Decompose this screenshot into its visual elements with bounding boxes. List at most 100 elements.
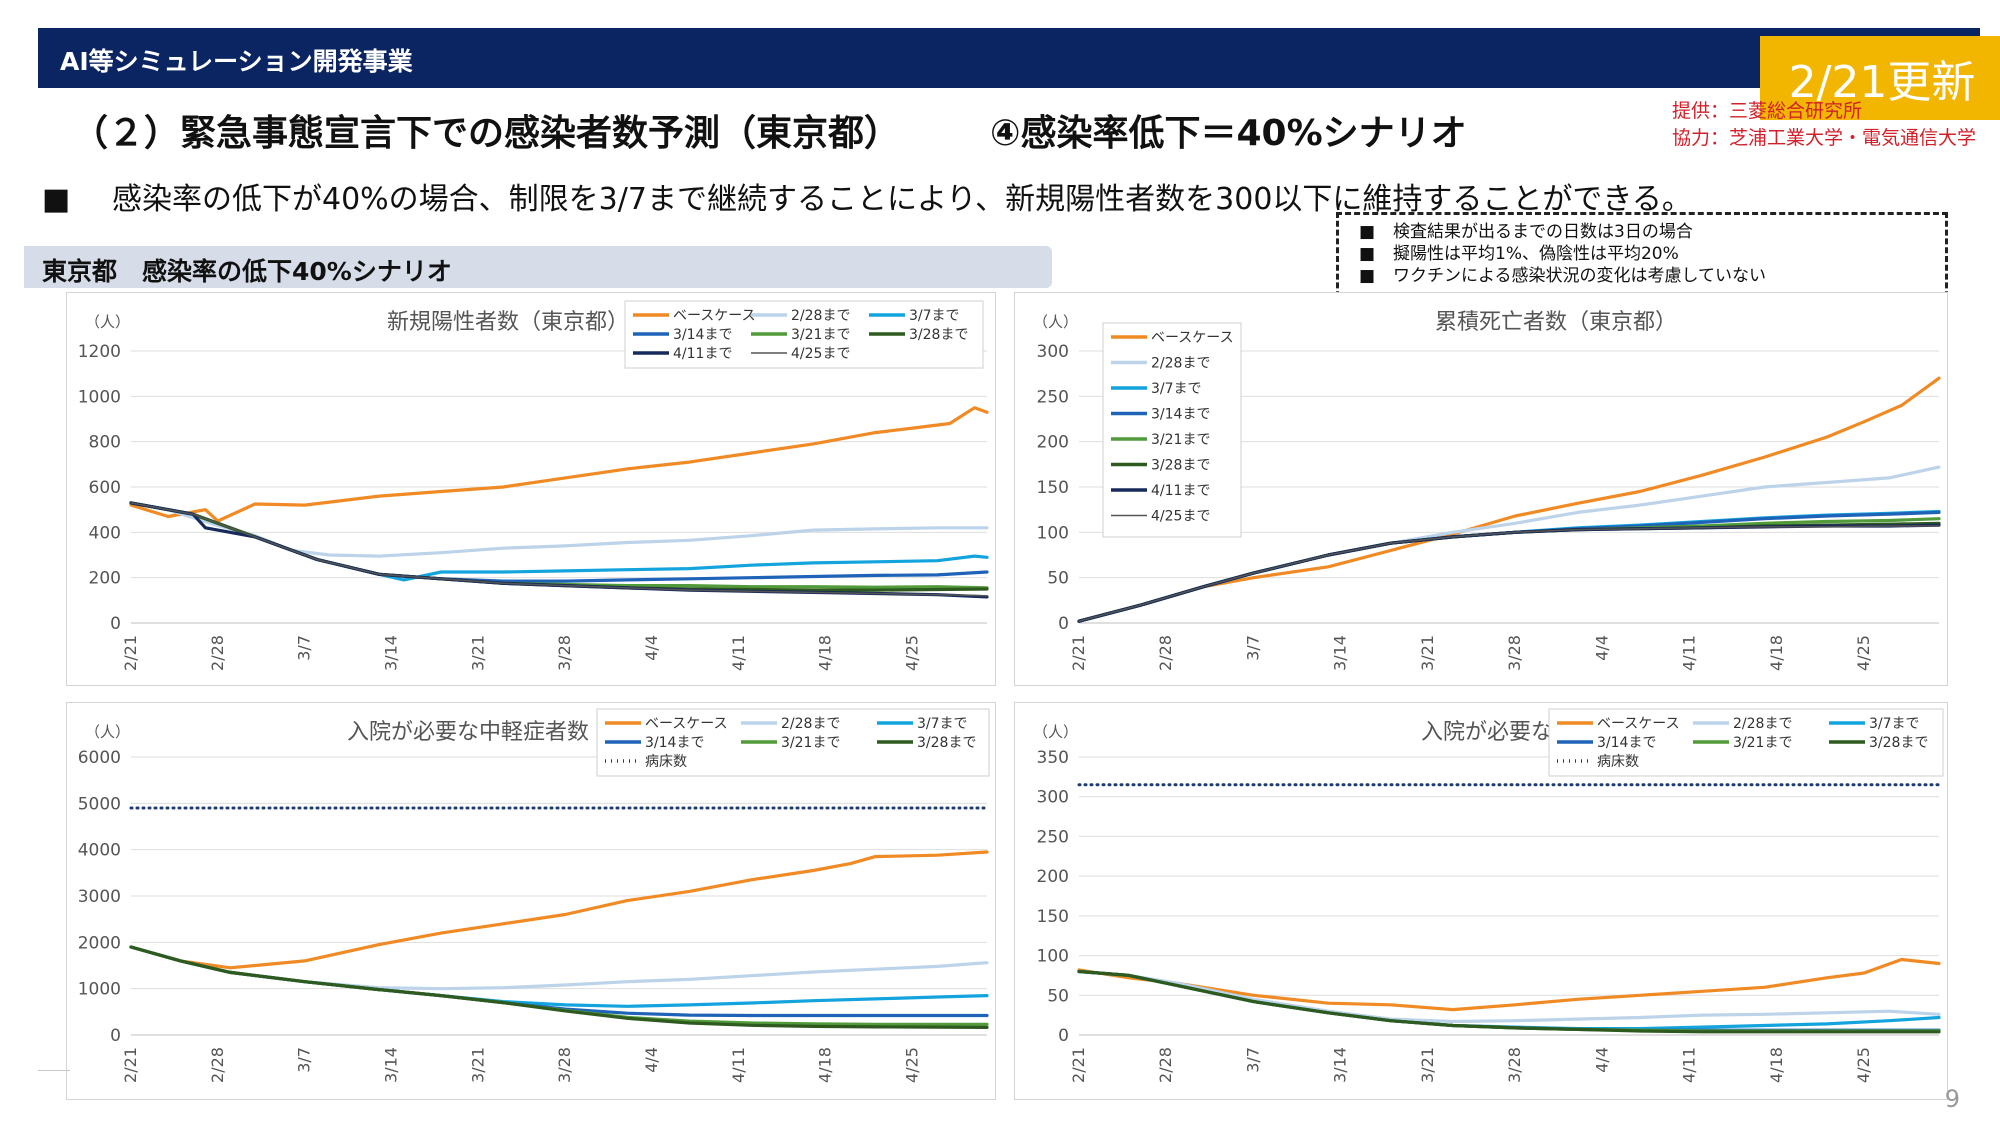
chart-panel-cumulative-deaths: 累積死亡者数（東京都） （人） 0 50 100 150 200 250 300 2/21 2/28… [1014,292,1948,686]
x-tick-label: 3/14 [382,635,401,671]
chart-panel-moderate-hospitalized: 入院が必要な中軽症者数（東京都） （人） 0 1000 2000 3000 4000 5000… [66,702,996,1100]
bullet-marker: ■ [42,182,71,217]
y-tick-label: 0 [1058,614,1069,634]
chart-new-cases: 新規陽性者数（東京都） （人） 0 200 400 600 800 1000 1200 2/21 2… [78,300,989,671]
y-tick-label: 1000 [78,387,121,407]
series-line [129,501,989,558]
series-group [1077,783,1941,1034]
legend-label: 4/25まで [791,346,850,362]
x-tick-label: 3/7 [1243,635,1262,661]
gridlines [131,756,987,1036]
header-bar: AI等シミュレーション開発事業 2/21更新 [38,28,2000,120]
y-unit-label: （人） [85,723,130,741]
x-tick-label: 3/21 [468,635,487,671]
legend-label: 病床数 [1597,754,1639,770]
title-main: （２）緊急事態宣言下での感染者数予測（東京都） [72,113,901,154]
legend-label: 3/7まで [1869,716,1920,732]
legend-label: 2/28まで [1151,356,1210,372]
x-tick-label: 2/21 [121,1047,140,1083]
x-tick-label: 4/11 [729,635,748,671]
legend-label: 3/14まで [673,327,732,343]
legend-label: 3/28まで [1869,735,1928,751]
credit-provider: 提供：三菱総合研究所 [1671,100,1862,122]
note-item: ■ ワクチンによる感染状況の変化は考慮していない [1359,266,1766,286]
legend-label: 4/11まで [1151,483,1210,499]
chart-panel-new-cases: 新規陽性者数（東京都） （人） 0 200 400 600 800 1000 1200 2/21 2… [66,292,996,686]
x-tick-label: 4/4 [642,1047,661,1073]
y-tick-label: 150 [1037,478,1069,498]
x-tick-label: 3/7 [1243,1047,1262,1073]
y-tick-label: 0 [1058,1026,1069,1046]
y-tick-label: 100 [1037,947,1069,967]
y-tick-label: 2000 [78,933,121,953]
legend-label: 3/7まで [1151,381,1202,397]
legend-box [1548,708,1944,777]
y-tick-label: 0 [110,1026,121,1046]
legend-label: 2/28まで [791,308,850,324]
bullet-text: 感染率の低下が40%の場合、制限を3/7まで継続することにより、新規陽性者数を3… [112,182,1692,217]
chart-panel-severe-hospitalized: 入院が必要な重症者数（東京都）（人）0501001502002503003502… [1014,702,1948,1100]
legend-box [624,300,984,369]
y-unit-label: （人） [85,313,130,331]
update-badge: 2/21更新 [1760,36,2000,120]
x-tick-label: 4/18 [816,635,835,671]
legend-label: 3/21まで [1151,432,1210,448]
y-tick-label: 800 [89,433,121,453]
legend-box [1102,322,1242,538]
y-tick-label: 3000 [78,887,121,907]
chart-legend: ベースケース 2/28まで 3/7まで 3/14まで 3/21まで 3/28まで 4/11ま… [1102,322,1242,538]
series-line [130,502,988,597]
x-tick-label: 2/28 [208,1047,227,1083]
x-tick-label: 4/18 [816,1047,835,1083]
y-tick-label: 400 [89,523,121,543]
legend-label: 3/7まで [917,716,968,732]
y-tick-label: 250 [1037,387,1069,407]
x-tick-label: 4/4 [1592,635,1611,661]
slide-title: （２）緊急事態宣言下での感染者数予測（東京都） ④感染率低下＝40%シナリオ [72,104,1467,156]
title-scenario: ④感染率低下＝40%シナリオ [990,113,1467,154]
chart-title: 累積死亡者数（東京都） [1435,310,1677,335]
x-tick-label: 4/25 [1854,1047,1873,1083]
x-tick-label: 3/7 [295,635,314,661]
credit-cooperation: 協力：芝浦工業大学・電気通信大学 [1671,127,1976,149]
y-tick-label: 0 [110,614,121,634]
series-line [1077,969,1941,1034]
x-tick-label: 4/18 [1767,635,1786,671]
series-line [129,945,989,991]
y-tick-label: 1000 [78,980,121,1000]
x-tick-label: 3/21 [1418,635,1437,671]
x-tick-label: 2/21 [1069,1047,1088,1083]
x-tick-label: 3/7 [295,1047,314,1073]
chart-moderate-hospitalized: 入院が必要な中軽症者数（東京都）（人）010002000300040005000… [78,708,990,1083]
x-tick-label: 4/25 [1854,635,1873,671]
x-tick-label: 4/11 [729,1047,748,1083]
x-tick-label: 3/28 [1505,635,1524,671]
legend-label: 2/28まで [781,716,840,732]
legend-label: ベースケース [645,716,728,732]
x-tick-label: 3/14 [1331,635,1350,671]
legend-label: ベースケース [673,308,756,324]
legend-label: 3/28まで [1151,458,1210,474]
x-tick-label: 3/28 [1505,1047,1524,1083]
x-tick-label: 2/28 [1156,1047,1175,1083]
credits: 提供：三菱総合研究所 協力：芝浦工業大学・電気通信大学 [1672,98,1976,152]
chart-cumulative-deaths: 累積死亡者数（東京都） （人） 0 50 100 150 200 250 300 2/21 2/28… [1033,310,1941,671]
series-line [1077,376,1941,623]
series-line [1078,525,1940,622]
chart-severe-hospitalized: 入院が必要な重症者数（東京都）（人）0501001502002503003502… [1033,708,1944,1083]
x-tick-label: 3/21 [468,1047,487,1083]
series-line [1077,521,1941,623]
series-group [129,406,989,599]
series-line [129,501,989,582]
x-tick-label: 4/4 [1592,1047,1611,1073]
series-line [129,850,989,970]
y-tick-label: 250 [1037,827,1069,847]
y-tick-label: 200 [1037,867,1069,887]
x-tick-label: 4/25 [903,1047,922,1083]
series-line [1077,957,1941,1012]
y-tick-label: 100 [1037,523,1069,543]
series-line [1077,523,1941,623]
summary-bullet: ■ 感染率の低下が40%の場合、制限を3/7まで継続することにより、新規陽性者数を… [42,174,1692,218]
